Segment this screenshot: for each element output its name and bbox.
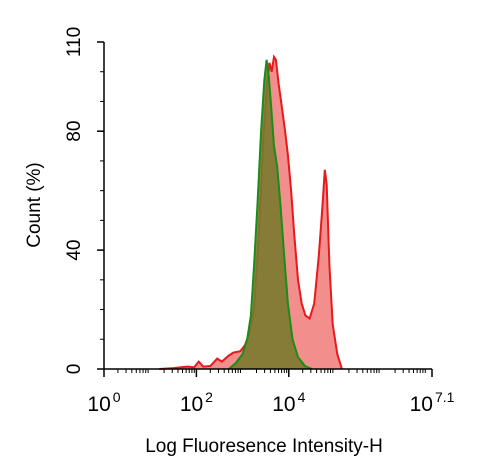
y-tick-label: 0 bbox=[64, 364, 85, 375]
y-tick-label: 40 bbox=[64, 240, 85, 261]
x-tick-label: 10 0 bbox=[87, 389, 120, 416]
y-axis-label: Count (%) bbox=[24, 162, 45, 248]
series-layer bbox=[159, 54, 343, 370]
axes-layer: 0 40 80 110 10 0 10 2 10 4 10 7.1 bbox=[64, 27, 455, 416]
series-1-area bbox=[159, 56, 342, 370]
x-axis-label: Log Fluoresence Intensity-H bbox=[145, 436, 383, 457]
series-2-area bbox=[228, 59, 312, 370]
x-tick-label: 10 4 bbox=[272, 389, 305, 416]
x-tick-label: 10 7.1 bbox=[410, 389, 455, 416]
series-2-line bbox=[228, 59, 313, 370]
y-tick-label: 80 bbox=[64, 121, 85, 142]
series-1-line bbox=[159, 54, 343, 370]
y-tick-label: 110 bbox=[64, 27, 85, 57]
x-tick-label: 10 2 bbox=[180, 389, 213, 416]
